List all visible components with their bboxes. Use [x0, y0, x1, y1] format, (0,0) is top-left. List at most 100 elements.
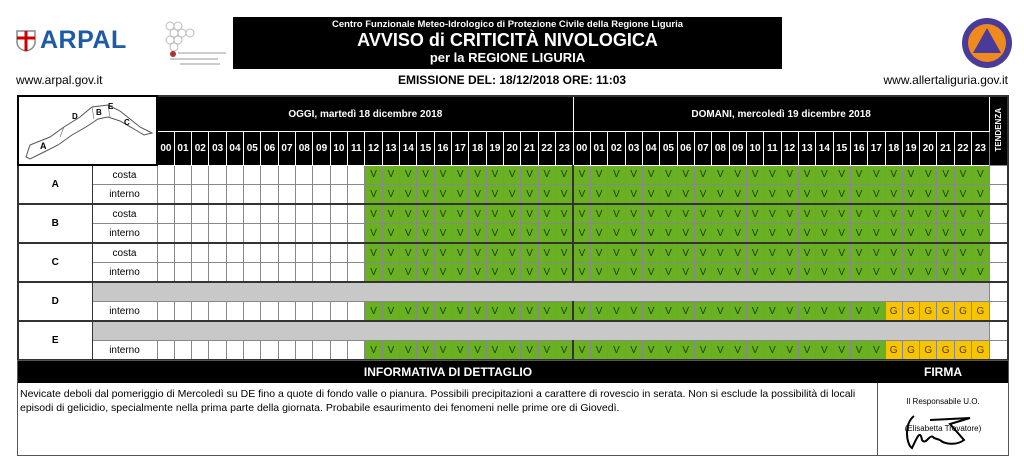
- tendenza-label: TENDENZA: [993, 107, 1003, 152]
- hour-cell: V: [728, 301, 747, 322]
- hour-cell: V: [364, 164, 383, 185]
- hour-cell: V: [433, 223, 453, 244]
- hour-header: 13: [797, 131, 817, 166]
- day-header-tomorrow: DOMANI, mercoledì 19 dicembre 2018: [572, 95, 990, 132]
- hour-cell: V: [711, 164, 730, 185]
- hour-cell: G: [936, 301, 955, 322]
- hour-cell: V: [936, 223, 955, 244]
- hour-header: 21: [936, 131, 955, 166]
- hour-cell: V: [763, 184, 782, 205]
- hour-cell: V: [589, 301, 609, 322]
- hour-header: 20: [503, 131, 522, 166]
- hour-cell: [156, 184, 175, 205]
- network-logo-icon: [165, 21, 226, 65]
- hour-cell: V: [676, 223, 695, 244]
- hour-cell: [312, 223, 331, 244]
- hour-cell: [243, 242, 262, 263]
- hour-cell: V: [953, 242, 973, 263]
- hour-cell: [173, 262, 193, 283]
- hour-cell: V: [624, 262, 643, 283]
- zone-row: interno V V V V V V V V V V V V V V V V V V V V V V V V V V V V V V V V V…: [18, 184, 1009, 205]
- arpal-link[interactable]: www.arpal.gov.it: [16, 73, 103, 87]
- hour-cell: V: [780, 164, 799, 185]
- hour-cell: V: [555, 203, 575, 224]
- hour-cell: [156, 262, 175, 283]
- hour-cell: V: [901, 184, 921, 205]
- hour-cell: V: [468, 242, 487, 263]
- hour-cell: V: [849, 203, 869, 224]
- hour-cell: [225, 301, 245, 322]
- hour-cell: V: [659, 242, 678, 263]
- hour-cell: V: [780, 262, 799, 283]
- tendenza-cell: [988, 262, 1009, 283]
- hour-header: 01: [173, 131, 193, 166]
- page-subtitle: per la REGIONE LIGURIA: [429, 50, 586, 65]
- hour-cell: [277, 223, 297, 244]
- hour-cell: [260, 262, 279, 283]
- hour-cell: V: [780, 242, 799, 263]
- hour-cell: V: [433, 340, 453, 361]
- hour-cell: V: [503, 223, 522, 244]
- hour-cell: [225, 223, 245, 244]
- hour-cell: [243, 340, 262, 361]
- hour-cell: [191, 301, 210, 322]
- hour-cell: V: [867, 164, 886, 185]
- hour-cell: V: [832, 242, 851, 263]
- hour-cell: V: [468, 203, 487, 224]
- hour-cell: V: [884, 223, 903, 244]
- hour-header: 13: [381, 131, 401, 166]
- hour-cell: G: [919, 340, 938, 361]
- hour-cell: V: [364, 203, 383, 224]
- hour-cell: V: [416, 301, 435, 322]
- hour-cell: V: [849, 223, 869, 244]
- hour-header: 12: [364, 131, 383, 166]
- hour-cell: [173, 301, 193, 322]
- hour-cell: V: [572, 184, 591, 205]
- hour-cell: V: [971, 223, 990, 244]
- hour-cell: V: [745, 184, 765, 205]
- map-label-e: E: [108, 102, 114, 111]
- hour-cell: V: [520, 203, 539, 224]
- hour-cell: [243, 203, 262, 224]
- hour-cell: V: [537, 262, 557, 283]
- hour-cell: V: [468, 164, 487, 185]
- hour-cell: V: [711, 262, 730, 283]
- hour-cell: V: [745, 242, 765, 263]
- hour-cell: V: [624, 164, 643, 185]
- hour-cell: V: [797, 301, 817, 322]
- map-label-c: C: [124, 118, 130, 127]
- allertaliguria-link[interactable]: www.allertaliguria.gov.it: [883, 73, 1009, 87]
- hour-cell: [312, 164, 331, 185]
- tendenza-cell: [988, 281, 1009, 302]
- map-label-d: D: [72, 112, 78, 121]
- hour-cell: [347, 340, 366, 361]
- map-label-b: B: [96, 108, 102, 117]
- hour-cell: V: [364, 242, 383, 263]
- hour-cell: V: [485, 203, 505, 224]
- tendenza-cell: [988, 223, 1009, 244]
- hour-cell: V: [555, 164, 575, 185]
- tendenza-cell: [988, 340, 1009, 361]
- hour-cell: [260, 301, 279, 322]
- hour-header: 08: [711, 131, 730, 166]
- hour-cell: V: [884, 262, 903, 283]
- hour-cell: V: [451, 184, 470, 205]
- hour-cell: V: [399, 242, 418, 263]
- hour-cell: V: [728, 184, 747, 205]
- hour-cell: V: [953, 262, 973, 283]
- hour-header: 04: [225, 131, 245, 166]
- hour-cell: V: [641, 301, 661, 322]
- hour-cell: V: [693, 340, 713, 361]
- hour-cell: V: [416, 223, 435, 244]
- hour-cell: [295, 262, 314, 283]
- zone-row: E: [17, 320, 1009, 361]
- area-label: costa: [91, 164, 158, 185]
- hour-cell: V: [555, 242, 575, 263]
- signature-title: FIRMA: [924, 365, 962, 379]
- hour-cell: V: [624, 301, 643, 322]
- hour-cell: V: [381, 262, 401, 283]
- hour-cell: V: [572, 301, 591, 322]
- hour-cell: V: [815, 184, 834, 205]
- hour-cell: [277, 164, 297, 185]
- hour-cell: [277, 301, 297, 322]
